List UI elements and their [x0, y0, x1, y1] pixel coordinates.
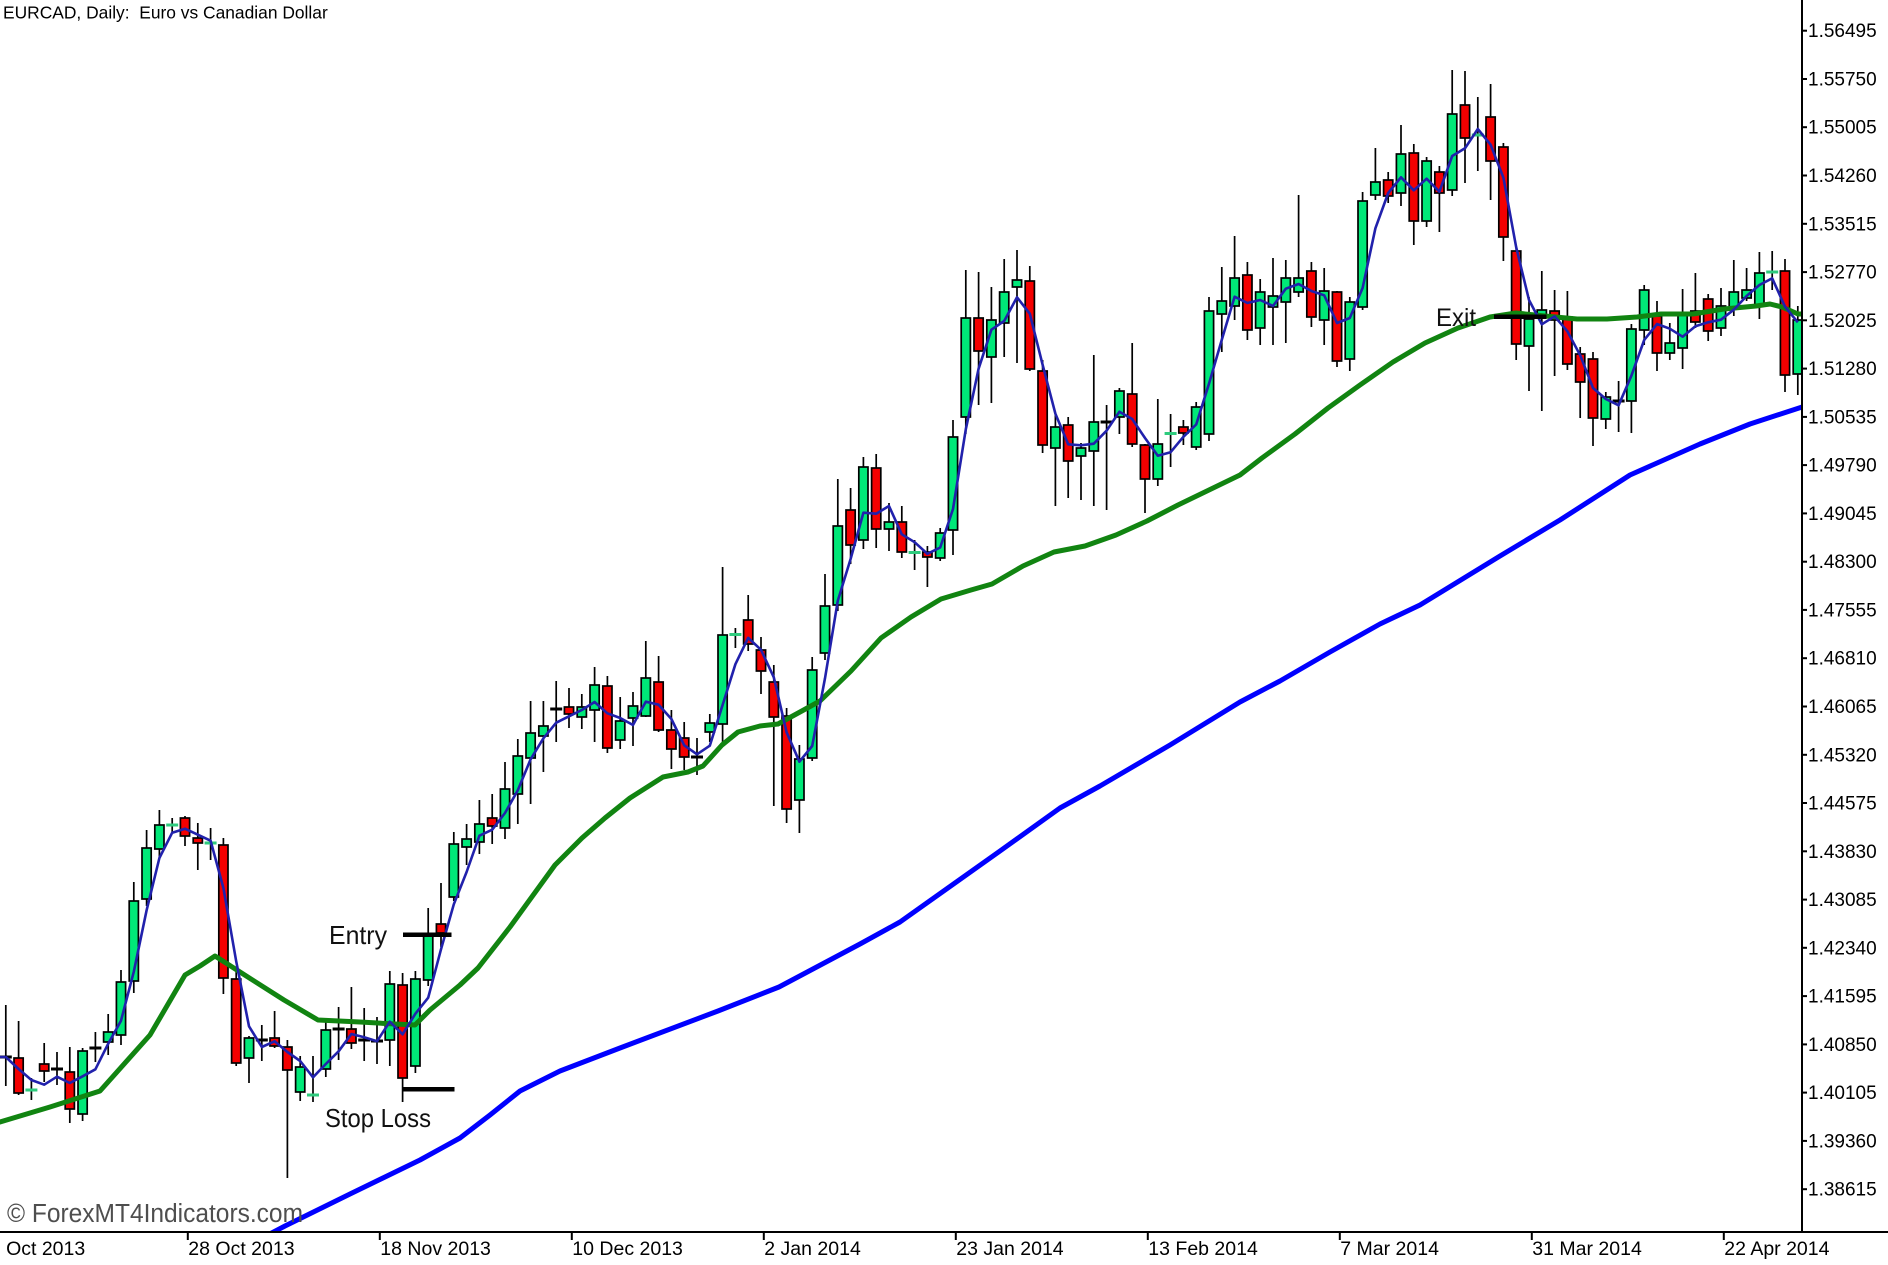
svg-text:18 Nov 2013: 18 Nov 2013	[380, 1238, 491, 1260]
svg-text:7 Mar 2014: 7 Mar 2014	[1340, 1238, 1439, 1260]
svg-text:1.48300: 1.48300	[1808, 552, 1877, 573]
svg-text:1.38615: 1.38615	[1808, 1180, 1877, 1201]
svg-text:28 Oct 2013: 28 Oct 2013	[188, 1238, 294, 1260]
svg-text:22 Apr 2014: 22 Apr 2014	[1724, 1238, 1829, 1260]
svg-text:Entry: Entry	[329, 920, 387, 950]
svg-text:1.45320: 1.45320	[1808, 745, 1877, 766]
svg-text:1.56495: 1.56495	[1808, 21, 1877, 42]
svg-text:10 Dec 2013: 10 Dec 2013	[572, 1238, 683, 1260]
svg-text:1.47555: 1.47555	[1808, 600, 1877, 621]
svg-text:1.55750: 1.55750	[1808, 70, 1877, 91]
svg-text:1.39360: 1.39360	[1808, 1131, 1877, 1152]
svg-text:1.46810: 1.46810	[1808, 649, 1877, 670]
svg-text:1.50535: 1.50535	[1808, 407, 1877, 428]
svg-text:1.40850: 1.40850	[1808, 1035, 1877, 1056]
svg-text:1.41595: 1.41595	[1808, 987, 1877, 1008]
svg-text:1.54260: 1.54260	[1808, 166, 1877, 187]
svg-text:1.51280: 1.51280	[1808, 359, 1877, 380]
svg-text:1.44575: 1.44575	[1808, 794, 1877, 815]
svg-text:13 Feb 2014: 13 Feb 2014	[1148, 1238, 1258, 1260]
svg-text:Exit: Exit	[1436, 304, 1476, 332]
svg-text:23 Jan 2014: 23 Jan 2014	[956, 1238, 1064, 1260]
svg-text:1.52025: 1.52025	[1808, 311, 1877, 332]
svg-text:1.42340: 1.42340	[1808, 938, 1877, 959]
svg-text:EURCAD, Daily: Euro vs Canadi: EURCAD, Daily: Euro vs Canadian Dollar	[3, 3, 328, 23]
svg-text:1.52770: 1.52770	[1808, 263, 1877, 284]
svg-text:1.49045: 1.49045	[1808, 504, 1877, 525]
svg-text:1.49790: 1.49790	[1808, 456, 1877, 477]
svg-text:2 Jan 2014: 2 Jan 2014	[764, 1238, 861, 1260]
svg-text:1.40105: 1.40105	[1808, 1083, 1877, 1104]
svg-text:31 Mar 2014: 31 Mar 2014	[1532, 1238, 1642, 1260]
svg-text:1.43830: 1.43830	[1808, 842, 1877, 863]
svg-text:1.46065: 1.46065	[1808, 697, 1877, 718]
svg-text:© ForexMT4Indicators.com: © ForexMT4Indicators.com	[7, 1200, 303, 1228]
svg-text:Stop Loss: Stop Loss	[325, 1103, 431, 1133]
svg-text:1.43085: 1.43085	[1808, 890, 1877, 911]
svg-text:1.55005: 1.55005	[1808, 118, 1877, 139]
svg-text:1.53515: 1.53515	[1808, 214, 1877, 235]
svg-text:9 Oct 2013: 9 Oct 2013	[0, 1238, 85, 1260]
